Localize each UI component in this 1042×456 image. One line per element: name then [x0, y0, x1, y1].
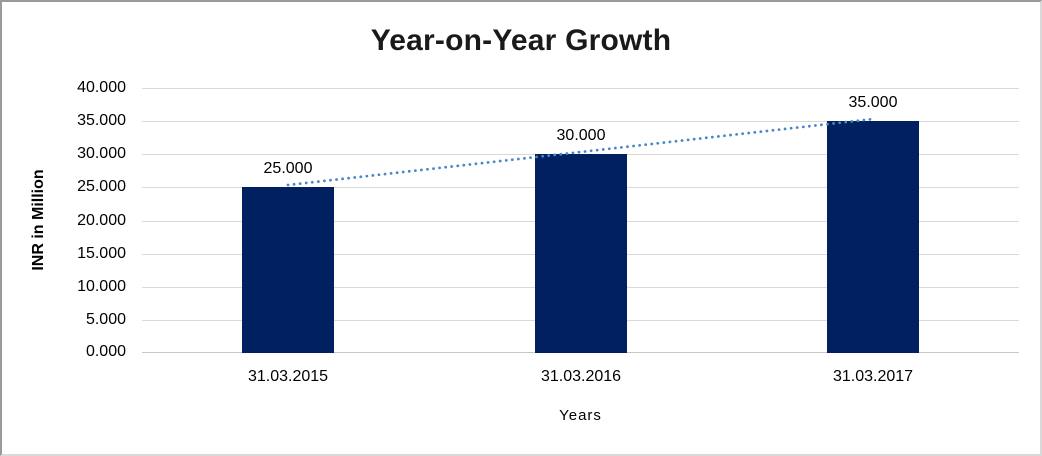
x-tick-label: 31.03.2015: [247, 368, 329, 385]
x-tick-label: 31.03.2016: [540, 368, 622, 385]
y-tick-label: 35.000: [77, 112, 126, 129]
bar-value-label: 35.000: [848, 94, 898, 111]
y-tick-label: 25.000: [77, 178, 126, 195]
y-tick-label: 40.000: [77, 79, 126, 96]
y-tick-label: 20.000: [77, 212, 126, 229]
x-axis-title: Years: [559, 407, 602, 424]
bar-value-label: 30.000: [556, 127, 606, 144]
gridline: [142, 88, 1019, 89]
y-tick-label: 30.000: [77, 145, 126, 162]
bar: [827, 121, 919, 353]
bar: [242, 187, 334, 353]
x-tick-label: 31.03.2017: [832, 368, 914, 385]
y-tick-label: 15.000: [77, 245, 126, 262]
chart-title: Year-on-Year Growth: [370, 24, 672, 57]
x-axis-tick-labels: 31.03.2015 31.03.2016 31.03.2017: [142, 368, 1019, 390]
bar-value-label: 25.000: [263, 160, 313, 177]
plot-area: 25.000 30.000 35.000: [142, 88, 1019, 353]
y-axis-tick-labels: 0.000 5.000 10.000 15.000 20.000 25.000 30.000…: [2, 79, 130, 360]
y-tick-label: 10.000: [77, 278, 126, 295]
y-tick-label: 0.000: [85, 343, 126, 360]
y-tick-label: 5.000: [85, 311, 126, 328]
bar: [535, 154, 627, 353]
